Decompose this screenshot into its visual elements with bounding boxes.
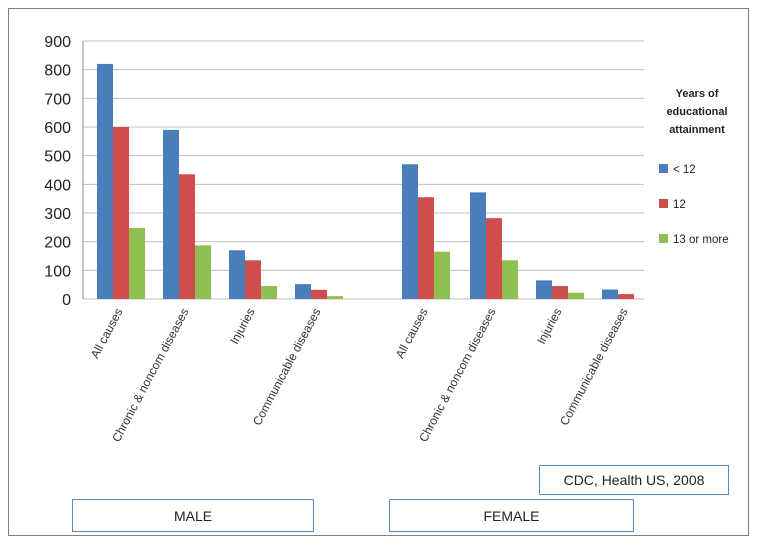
x-tick-label: Chronic & noncom diseases: [109, 306, 192, 445]
y-tick-label: 200: [44, 235, 71, 252]
bar: [113, 127, 129, 299]
legend-entry: 13 or more: [673, 234, 729, 246]
y-tick-label: 300: [44, 206, 71, 223]
x-tick-label: Injuries: [534, 306, 565, 347]
bar: [536, 280, 552, 299]
legend-title: Years of: [676, 88, 719, 100]
x-tick-label: Injuries: [227, 306, 258, 347]
y-tick-label: 900: [44, 34, 71, 51]
bar: [195, 245, 211, 299]
x-tick-label: Communicable diseases: [250, 306, 324, 428]
y-tick-label: 100: [44, 263, 71, 280]
legend-swatch: [659, 234, 668, 243]
y-axis: 0 100 200 300 400 500 600 700 800 900: [44, 34, 84, 309]
bar: [418, 197, 434, 299]
bar: [261, 286, 277, 299]
bar: [486, 218, 502, 299]
bar: [470, 192, 486, 299]
legend-title: attainment: [669, 124, 725, 136]
legend-title: educational: [666, 106, 727, 118]
bar: [311, 289, 327, 299]
group-label-male: MALE: [72, 499, 314, 532]
bar: [245, 260, 261, 299]
bar: [552, 286, 568, 299]
x-tick-label: Communicable diseases: [557, 306, 631, 428]
bar: [602, 289, 618, 299]
legend-entry: 12: [673, 199, 686, 211]
y-tick-label: 800: [44, 63, 71, 80]
bar: [163, 129, 179, 299]
legend-swatch: [659, 164, 668, 173]
source-label: CDC, Health US, 2008: [539, 465, 729, 495]
y-tick-label: 700: [44, 91, 71, 108]
legend: Years of educational attainment < 12 12 13 or…: [659, 88, 729, 246]
x-tick-label: All causes: [393, 306, 431, 361]
bar: [295, 284, 311, 299]
bar: [502, 260, 518, 299]
bar: [434, 251, 450, 299]
bar: [229, 250, 245, 299]
bar: [618, 294, 634, 299]
y-tick-label: 500: [44, 149, 71, 166]
bar: [179, 174, 195, 299]
chart-frame: 0 100 200 300 400 500 600 700 800 900 All causes C…: [8, 8, 749, 536]
x-tick-label: All causes: [88, 306, 126, 361]
bar: [327, 296, 343, 299]
legend-entry: < 12: [673, 164, 696, 176]
bars: [97, 63, 634, 299]
y-tick-label: 0: [62, 292, 71, 309]
bar: [568, 292, 584, 299]
bar: [402, 164, 418, 299]
legend-swatch: [659, 199, 668, 208]
group-label-female: FEMALE: [389, 499, 634, 532]
bar: [97, 63, 113, 299]
bar: [129, 227, 145, 299]
x-tick-label: Chronic & noncom diseases: [416, 306, 499, 445]
y-tick-label: 400: [44, 177, 71, 194]
y-tick-label: 600: [44, 120, 71, 137]
